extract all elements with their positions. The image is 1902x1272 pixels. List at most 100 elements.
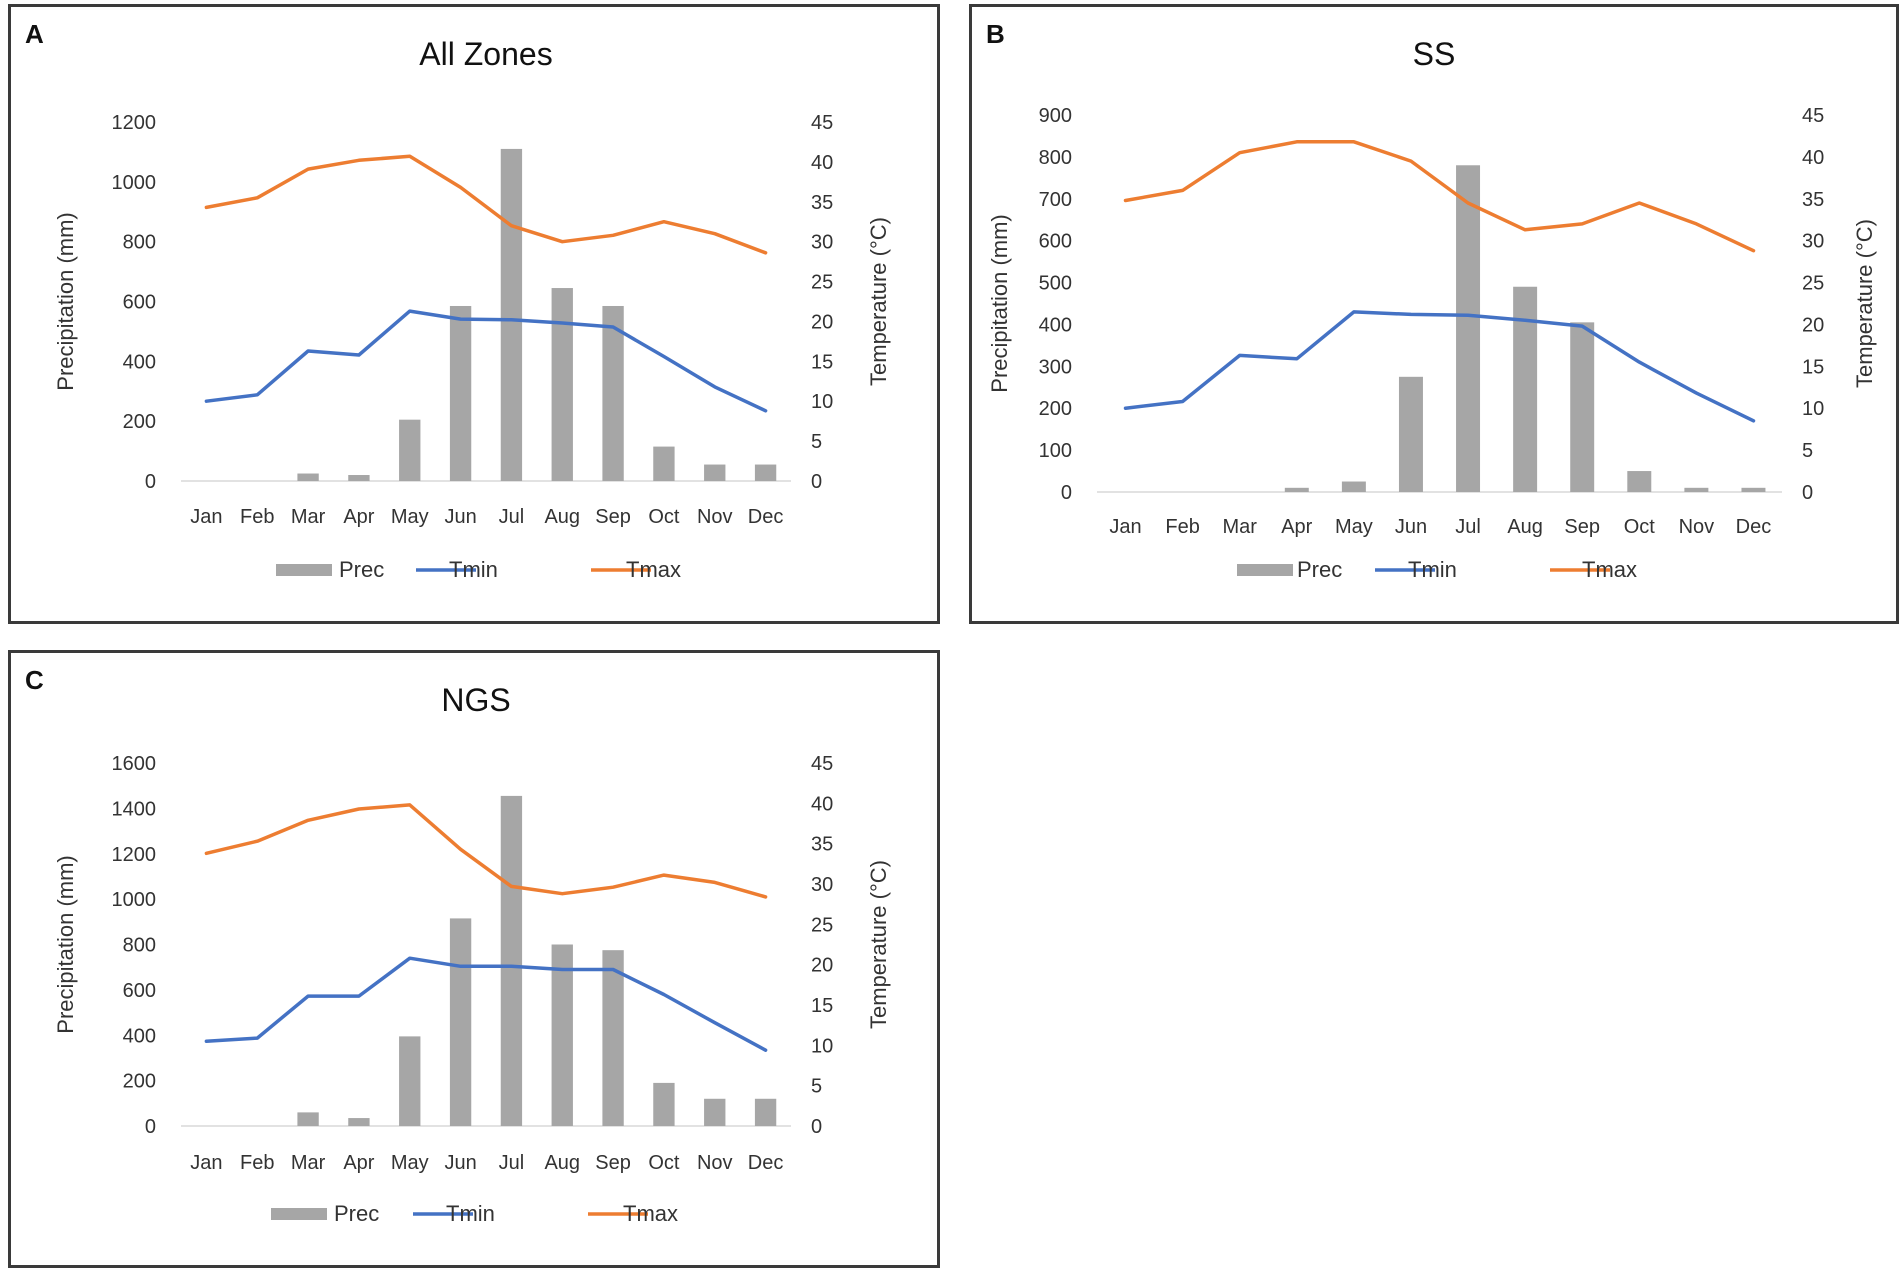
y2-tick-label: 45 [811, 753, 833, 775]
x-tick-label: Feb [240, 506, 274, 528]
x-tick-label: May [391, 506, 429, 528]
x-tick-label: Aug [544, 1152, 580, 1174]
y-tick-label: 800 [123, 232, 156, 254]
y-tick-label: 1200 [112, 112, 157, 134]
legend-label-tmax: Tmax [623, 1201, 678, 1226]
y-tick-label: 600 [1039, 231, 1072, 253]
y-tick-label: 1200 [112, 844, 157, 866]
x-tick-label: Jan [190, 506, 222, 528]
prec-bar [551, 288, 573, 481]
chart-title: NGS [441, 682, 510, 718]
y-tick-label: 400 [123, 351, 156, 373]
y2-tick-label: 35 [811, 834, 833, 856]
tmax-line [204, 154, 768, 255]
x-tick-label: Oct [648, 506, 680, 528]
y-axis-label: Precipitation (mm) [987, 214, 1012, 392]
prec-bar [449, 305, 472, 481]
x-tick-label: May [391, 1152, 429, 1174]
y-tick-label: 200 [123, 1071, 156, 1093]
x-tick-label: Jul [499, 506, 525, 528]
x-tick-label: Feb [1165, 516, 1199, 538]
prec-bar [754, 1098, 777, 1126]
y2-tick-label: 40 [811, 152, 833, 174]
x-tick-label: Jan [190, 1152, 222, 1174]
y2-tick-label: 45 [811, 112, 833, 134]
prec-bar [653, 446, 675, 481]
y2-tick-label: 20 [811, 955, 833, 977]
x-tick-label: Nov [697, 1152, 733, 1174]
y2-tick-label: 15 [811, 995, 833, 1017]
y2-axis-label: Temperature (°C) [1852, 219, 1877, 388]
y2-tick-label: 45 [1802, 105, 1824, 127]
tmax-line [204, 803, 768, 899]
y-axis-label: Precipitation (mm) [53, 212, 78, 390]
y-tick-label: 200 [1039, 398, 1072, 420]
legend-label-prec: Prec [334, 1201, 379, 1226]
x-tick-label: May [1335, 516, 1373, 538]
x-tick-label: Jun [444, 1152, 476, 1174]
x-tick-label: Sep [595, 506, 631, 528]
prec-bar [348, 475, 370, 481]
prec-bar [1684, 487, 1709, 492]
y2-tick-label: 35 [811, 192, 833, 214]
x-tick-label: Dec [1736, 516, 1772, 538]
y-tick-label: 600 [123, 292, 156, 314]
legend-label-tmax: Tmax [1582, 557, 1637, 582]
y2-tick-label: 20 [811, 311, 833, 333]
prec-bar [399, 419, 421, 481]
prec-bar [500, 795, 523, 1126]
tmin-line [1123, 310, 1756, 423]
x-tick-label: Mar [291, 506, 326, 528]
chart-svg-a: A All Zones 0 200 400 600 800 1000 1200 0 5 10 15 20 2… [25, 19, 891, 582]
y2-tick-label: 25 [811, 914, 833, 936]
prec-bar [704, 1098, 726, 1126]
y-tick-label: 100 [1039, 440, 1072, 462]
y2-tick-label: 5 [811, 431, 822, 453]
prec-bar [297, 1112, 319, 1126]
x-tick-label: Dec [748, 1152, 784, 1174]
x-tick-label: Jan [1109, 516, 1141, 538]
prec-bar [1341, 481, 1366, 492]
x-tick-label: Jul [1455, 516, 1481, 538]
x-tick-label: Apr [343, 506, 374, 528]
prec-bar [653, 1082, 675, 1126]
prec-bar [1284, 487, 1309, 492]
x-tick-label: Aug [544, 506, 580, 528]
x-tick-label: Jun [444, 506, 476, 528]
y2-axis-label: Temperature (°C) [866, 217, 891, 386]
x-tick-label: Jun [1395, 516, 1427, 538]
chart-panel-c: C NGS 0 200 400 600 800 1000 1200 1400 1600 0 5 10 15 2… [8, 650, 940, 1268]
chart-svg-c: C NGS 0 200 400 600 800 1000 1200 1400 1600 0 5 10 15 2… [25, 665, 891, 1226]
y2-tick-label: 30 [811, 874, 833, 896]
y2-tick-label: 25 [811, 272, 833, 294]
prec-bar [754, 464, 777, 481]
x-tick-label: Mar [291, 1152, 326, 1174]
tmin-line [204, 956, 768, 1052]
tmax-line [1123, 140, 1756, 253]
tmin-line [204, 309, 768, 413]
prec-bar [551, 944, 573, 1126]
legend-label-tmin: Tmin [446, 1201, 495, 1226]
prec-bar [500, 148, 523, 482]
prec-bar [704, 464, 726, 481]
legend-swatch-prec [271, 1208, 327, 1220]
y-tick-label: 900 [1039, 105, 1072, 127]
y-tick-label: 200 [123, 411, 156, 433]
y-tick-label: 0 [1061, 482, 1072, 504]
x-tick-label: Sep [1564, 516, 1600, 538]
prec-bar [1456, 165, 1481, 492]
prec-bar [1398, 376, 1423, 492]
y2-tick-label: 0 [811, 1116, 822, 1138]
y2-tick-label: 10 [811, 1035, 833, 1057]
chart-title: SS [1413, 36, 1456, 72]
y-tick-label: 400 [123, 1025, 156, 1047]
y-tick-label: 1000 [112, 172, 157, 194]
y2-tick-label: 10 [811, 391, 833, 413]
legend-label-tmin: Tmin [449, 557, 498, 582]
y2-tick-label: 15 [811, 351, 833, 373]
y2-tick-label: 15 [1802, 356, 1824, 378]
x-tick-label: Oct [648, 1152, 680, 1174]
x-tick-label: Feb [240, 1152, 274, 1174]
x-tick-label: Aug [1507, 516, 1543, 538]
y-tick-label: 1000 [112, 889, 157, 911]
